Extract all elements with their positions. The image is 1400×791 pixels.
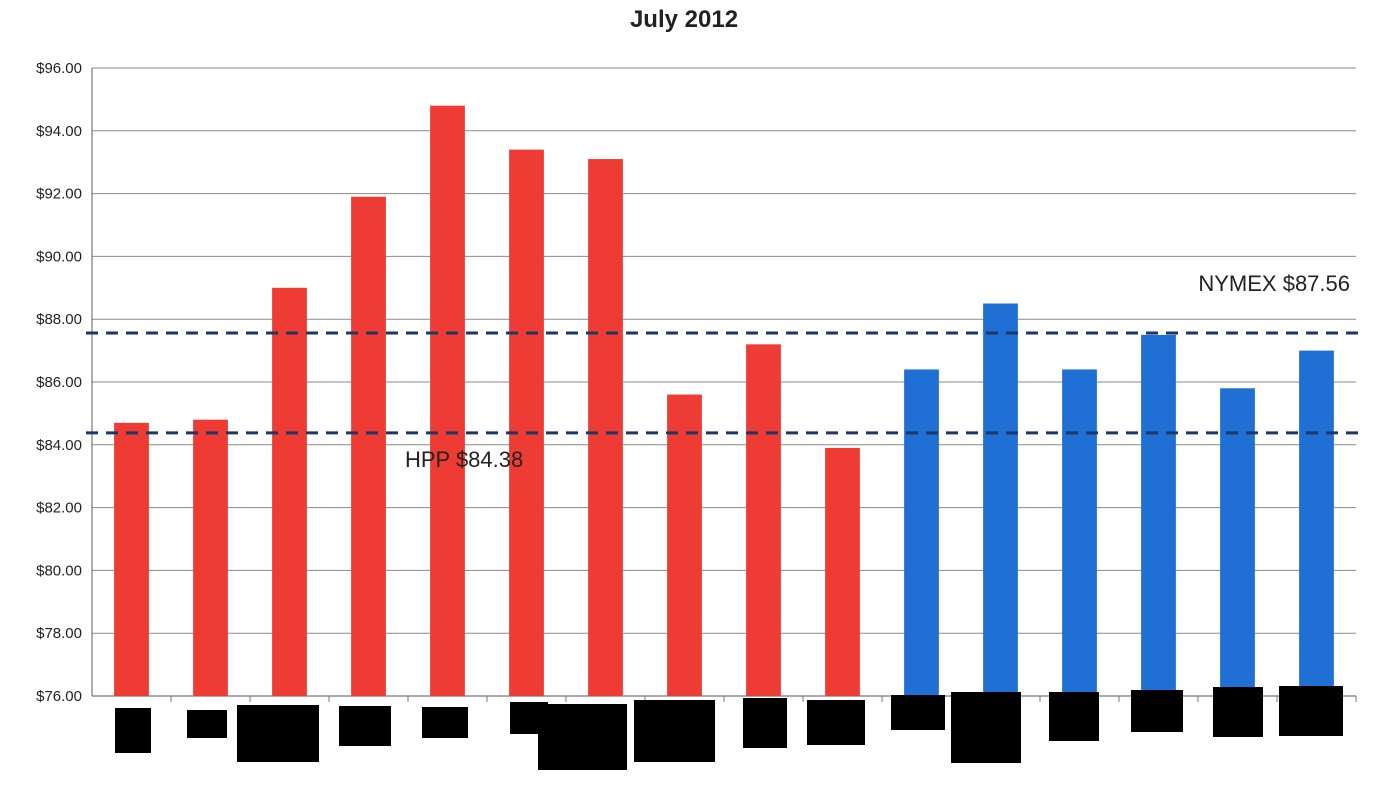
y-tick-label: $84.00 (36, 437, 82, 454)
bar (825, 447, 860, 696)
bar (746, 344, 781, 696)
y-tick-label: $90.00 (36, 248, 82, 265)
chart-title: July 2012 (630, 6, 738, 33)
bar (1220, 388, 1255, 696)
bar (983, 303, 1018, 696)
redaction-box (538, 704, 627, 770)
y-tick-label: $78.00 (36, 625, 82, 642)
redaction-box (1279, 686, 1343, 736)
redaction-box (422, 707, 468, 738)
y-tick-label: $88.00 (36, 311, 82, 328)
bar (588, 159, 623, 696)
bar (1299, 350, 1334, 696)
y-tick-label: $92.00 (36, 186, 82, 203)
y-tick-labels: $76.00 $78.00 $80.00 $82.00 $84.00 $86.00 $88.… (36, 60, 82, 705)
bar (114, 422, 149, 696)
reference-line-label: HPP $84.38 (405, 447, 523, 472)
bar (667, 394, 702, 696)
redaction-box (891, 695, 945, 730)
redaction-box (187, 710, 227, 738)
redaction-box (1131, 690, 1183, 732)
redaction-box (951, 692, 1021, 763)
reference-lines: NYMEX $87.56 HPP $84.38 (86, 271, 1362, 472)
y-tick-label: $86.00 (36, 374, 82, 391)
bars (114, 105, 1334, 697)
bar (430, 105, 465, 697)
y-tick-label: $94.00 (36, 123, 82, 140)
redaction-box (634, 700, 715, 762)
y-tick-label: $76.00 (36, 688, 82, 705)
bar (1062, 369, 1097, 696)
redaction-box (237, 705, 319, 762)
bar (509, 149, 544, 696)
y-tick-label: $96.00 (36, 60, 82, 77)
y-tick-label: $80.00 (36, 562, 82, 579)
bar (1141, 334, 1176, 696)
reference-line-label: NYMEX $87.56 (1198, 271, 1350, 296)
redaction-box (115, 708, 151, 753)
redacted-category-labels (115, 686, 1343, 770)
bar (193, 419, 228, 696)
redaction-box (807, 700, 865, 745)
bar (904, 369, 939, 696)
redaction-box (1213, 687, 1263, 737)
redaction-box (1049, 692, 1099, 741)
redaction-box (743, 698, 787, 748)
bar (272, 287, 307, 696)
y-tick-label: $82.00 (36, 500, 82, 517)
bar (351, 196, 386, 697)
redaction-box (339, 706, 391, 746)
